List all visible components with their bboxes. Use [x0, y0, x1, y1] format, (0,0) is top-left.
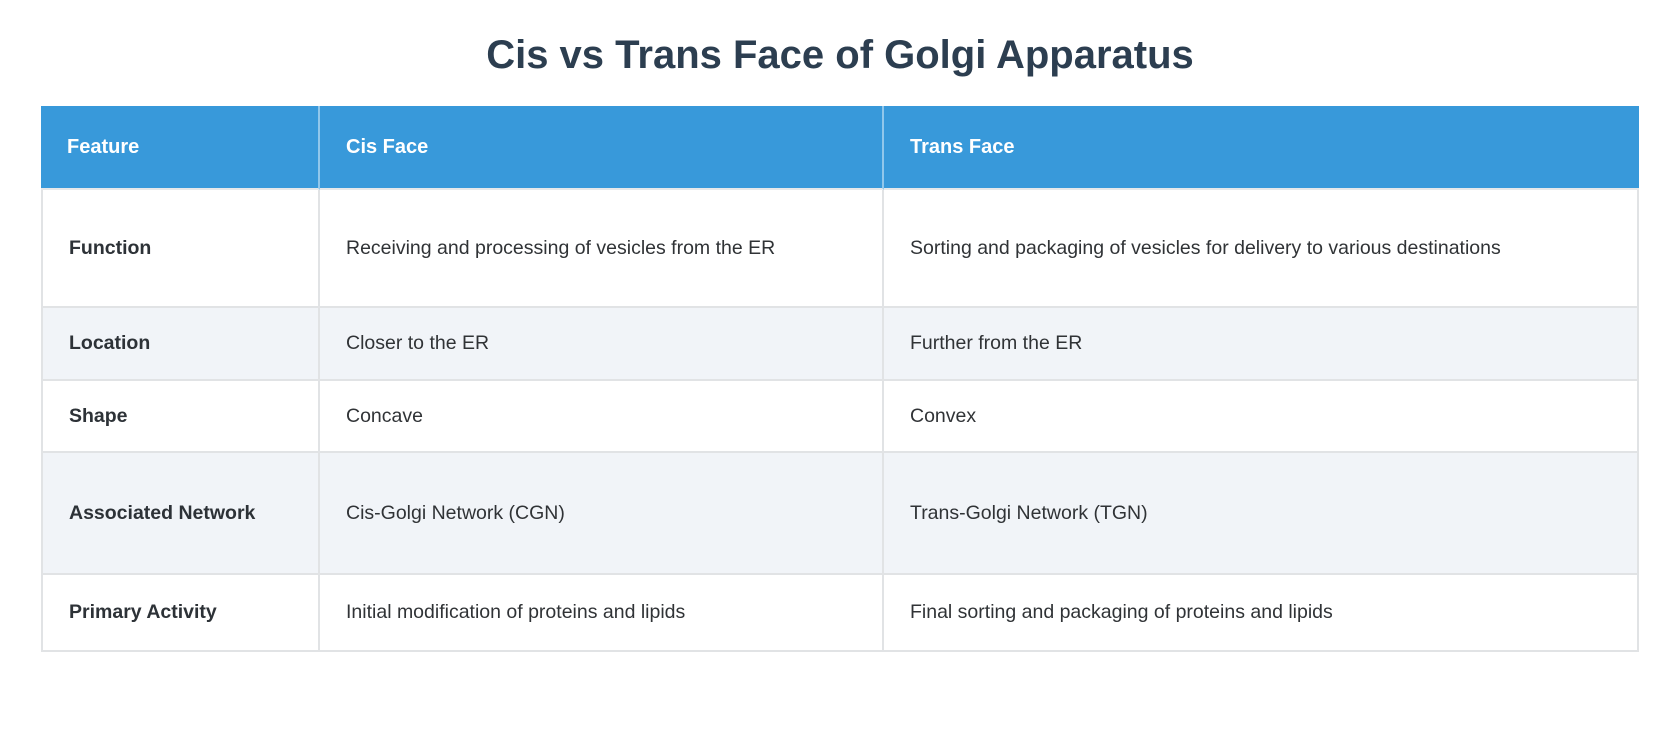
table-row: Function Receiving and processing of ves… [41, 190, 1639, 308]
feature-cell: Associated Network [41, 453, 320, 575]
trans-cell: Trans-Golgi Network (TGN) [884, 453, 1639, 575]
comparison-table: Feature Cis Face Trans Face Function Rec… [41, 106, 1639, 652]
cis-cell: Concave [320, 381, 884, 453]
feature-cell: Function [41, 190, 320, 308]
table-row: Shape Concave Convex [41, 381, 1639, 453]
page-title: Cis vs Trans Face of Golgi Apparatus [486, 33, 1194, 77]
trans-cell: Convex [884, 381, 1639, 453]
cis-cell: Initial modification of proteins and lip… [320, 575, 884, 652]
trans-cell: Final sorting and packaging of proteins … [884, 575, 1639, 652]
feature-cell: Location [41, 308, 320, 381]
trans-cell: Sorting and packaging of vesicles for de… [884, 190, 1639, 308]
table-row: Primary Activity Initial modification of… [41, 575, 1639, 652]
feature-cell: Primary Activity [41, 575, 320, 652]
table-row: Location Closer to the ER Further from t… [41, 308, 1639, 381]
feature-cell: Shape [41, 381, 320, 453]
table-container: Feature Cis Face Trans Face Function Rec… [41, 106, 1639, 652]
header-row: Feature Cis Face Trans Face [41, 106, 1639, 190]
cis-cell: Closer to the ER [320, 308, 884, 381]
cis-cell: Receiving and processing of vesicles fro… [320, 190, 884, 308]
trans-cell: Further from the ER [884, 308, 1639, 381]
cis-cell: Cis-Golgi Network (CGN) [320, 453, 884, 575]
column-header-cis-face: Cis Face [320, 106, 884, 190]
page: Cis vs Trans Face of Golgi Apparatus Fea… [0, 32, 1680, 652]
column-header-trans-face: Trans Face [884, 106, 1639, 190]
table-body: Function Receiving and processing of ves… [41, 190, 1639, 652]
column-header-feature: Feature [41, 106, 320, 190]
table-row: Associated Network Cis-Golgi Network (CG… [41, 453, 1639, 575]
